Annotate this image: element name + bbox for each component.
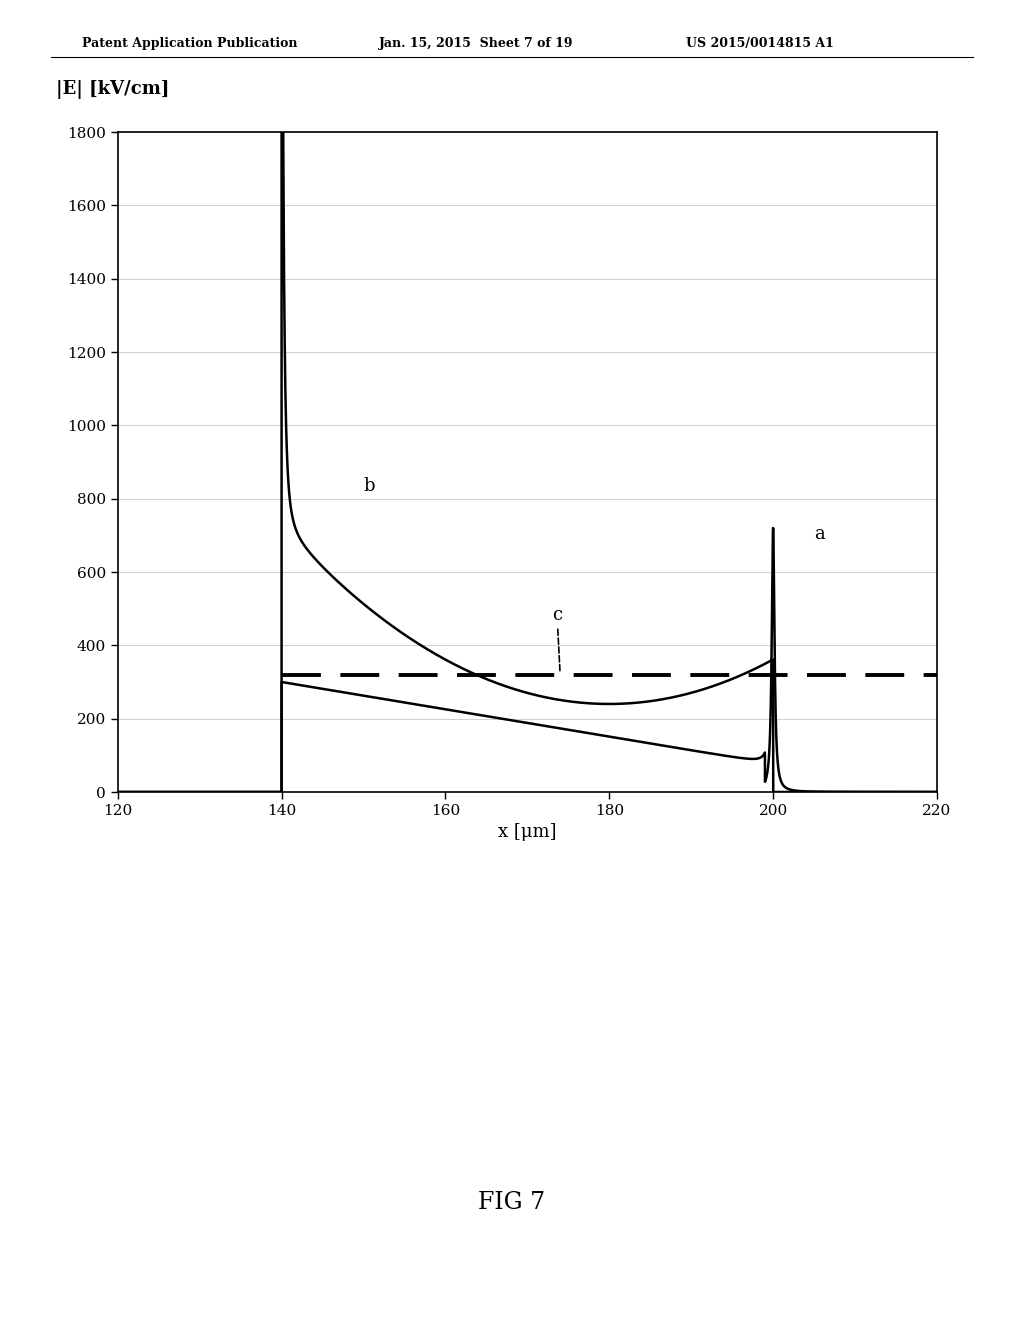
Text: c: c — [552, 606, 562, 671]
Text: b: b — [364, 478, 375, 495]
X-axis label: x [μm]: x [μm] — [498, 824, 557, 841]
Text: Jan. 15, 2015  Sheet 7 of 19: Jan. 15, 2015 Sheet 7 of 19 — [379, 37, 573, 50]
Text: a: a — [814, 525, 824, 543]
Text: Patent Application Publication: Patent Application Publication — [82, 37, 297, 50]
Text: FIG 7: FIG 7 — [478, 1192, 546, 1214]
Text: US 2015/0014815 A1: US 2015/0014815 A1 — [686, 37, 834, 50]
Text: |E| [kV/cm]: |E| [kV/cm] — [56, 81, 170, 99]
